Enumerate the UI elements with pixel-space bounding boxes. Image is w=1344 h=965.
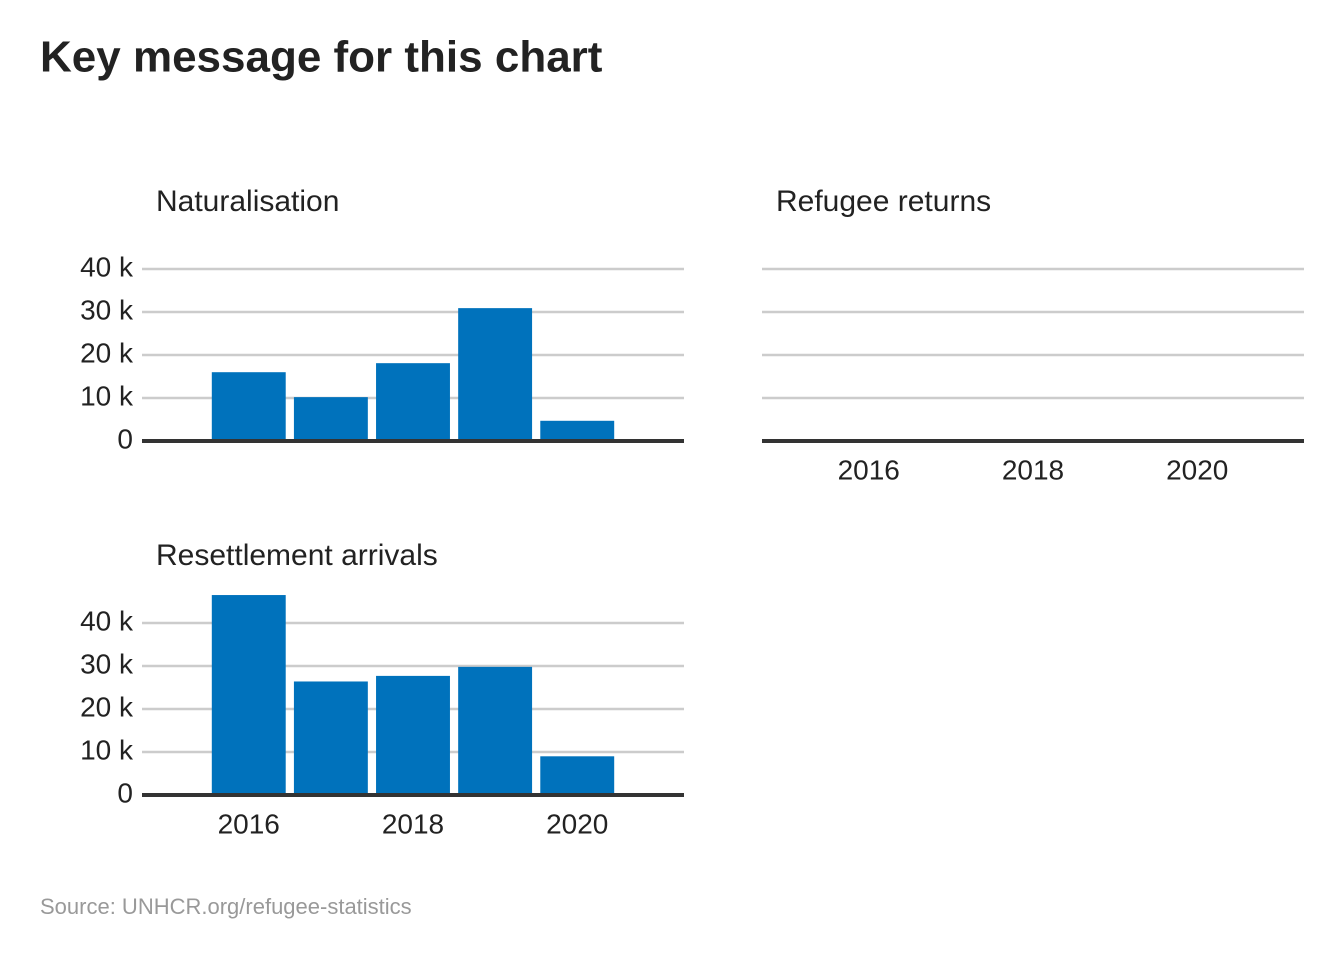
y-tick-label: 10 k xyxy=(80,734,134,765)
y-tick-label: 20 k xyxy=(80,691,134,722)
x-tick-label: 2016 xyxy=(218,808,280,839)
y-tick-label: 0 xyxy=(117,777,133,808)
bar xyxy=(376,675,450,795)
panel-title: Refugee returns xyxy=(776,185,991,218)
bar xyxy=(293,397,368,441)
panel-title: Naturalisation xyxy=(156,185,339,218)
bar xyxy=(540,756,615,795)
x-tick-label: 2020 xyxy=(546,808,608,839)
bar xyxy=(211,372,286,441)
y-tick-label: 10 k xyxy=(80,380,134,411)
bar xyxy=(540,420,615,441)
x-tick-label: 2018 xyxy=(1002,454,1064,485)
bar xyxy=(293,681,368,795)
y-tick-label: 40 k xyxy=(80,251,134,282)
panel-title: Resettlement arrivals xyxy=(156,539,438,572)
y-tick-label: 30 k xyxy=(80,648,134,679)
y-tick-label: 30 k xyxy=(80,294,134,325)
source: Source: UNHCR.org/refugee-statistics xyxy=(40,894,412,919)
bar xyxy=(458,308,533,441)
bar xyxy=(458,666,533,795)
y-tick-label: 20 k xyxy=(80,337,134,368)
y-tick-label: 0 xyxy=(117,423,133,454)
bar xyxy=(211,595,286,795)
x-tick-label: 2016 xyxy=(838,454,900,485)
bar xyxy=(376,363,450,441)
x-tick-label: 2020 xyxy=(1166,454,1228,485)
x-tick-label: 2018 xyxy=(382,808,444,839)
page-title: Key message for this chart xyxy=(40,33,603,82)
y-tick-label: 40 k xyxy=(80,605,134,636)
